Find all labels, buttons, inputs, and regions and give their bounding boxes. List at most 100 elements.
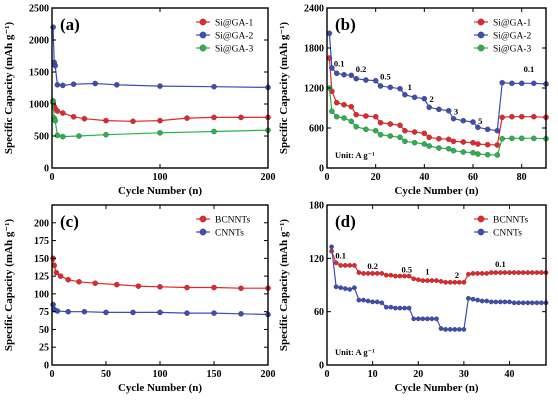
data-point xyxy=(383,304,389,310)
data-point xyxy=(370,299,375,305)
data-point xyxy=(383,272,389,278)
data-point xyxy=(333,260,339,266)
data-point xyxy=(502,270,508,275)
y-tick-label: 125 xyxy=(34,272,49,283)
data-point xyxy=(52,62,58,69)
data-point xyxy=(374,299,380,305)
series-Si@GA-1 xyxy=(50,99,271,125)
series-Si@GA-1 xyxy=(326,55,549,148)
x-tick-label: 20 xyxy=(371,172,381,183)
data-point xyxy=(493,299,499,305)
x-tick-label: 50 xyxy=(101,369,111,380)
data-point xyxy=(65,308,71,315)
y-tick-label: 2400 xyxy=(304,4,324,15)
series-BCNNTs xyxy=(329,248,549,285)
x-axis-label: Cycle Number (n) xyxy=(118,382,202,394)
data-point xyxy=(157,309,163,316)
data-point xyxy=(238,285,244,291)
data-point xyxy=(470,271,476,276)
y-tick-label: 0 xyxy=(319,361,324,372)
data-point xyxy=(342,286,348,291)
data-point xyxy=(509,135,515,142)
data-point xyxy=(488,299,494,305)
data-point xyxy=(57,273,64,279)
data-point xyxy=(238,114,244,121)
data-point xyxy=(509,113,515,120)
data-point xyxy=(443,327,448,332)
y-tick-label: 500 xyxy=(34,132,49,143)
data-point xyxy=(529,300,535,306)
data-point xyxy=(184,310,190,316)
data-point xyxy=(50,24,56,30)
rate-label: 2 xyxy=(455,270,459,280)
data-point xyxy=(211,310,217,316)
data-point xyxy=(411,139,418,146)
y-axis-label: Specific Capacity (mAh g⁻¹) xyxy=(3,22,15,155)
y-tick-label: 1800 xyxy=(304,44,324,55)
data-point xyxy=(450,138,457,145)
data-point xyxy=(470,119,476,125)
data-point xyxy=(411,276,417,282)
data-point xyxy=(460,117,467,124)
data-point xyxy=(211,128,217,135)
data-point xyxy=(356,270,362,275)
data-point xyxy=(65,276,71,283)
data-point xyxy=(377,119,384,126)
x-tick-label: 150 xyxy=(207,369,222,380)
data-point xyxy=(348,103,355,110)
x-tick-label: 20 xyxy=(413,369,423,380)
data-point xyxy=(388,304,394,310)
data-point xyxy=(387,121,394,127)
data-point xyxy=(443,279,448,285)
data-point xyxy=(447,327,453,332)
data-point xyxy=(534,300,540,306)
legend-marker xyxy=(477,44,485,52)
data-point xyxy=(509,80,515,87)
data-point xyxy=(470,296,476,302)
data-point xyxy=(415,277,421,283)
y-tick-label: 150 xyxy=(34,254,49,265)
series-Si@GA-2 xyxy=(50,24,271,91)
rate-label: 0.5 xyxy=(402,265,413,275)
data-point xyxy=(475,271,480,276)
data-point xyxy=(445,107,452,114)
data-point xyxy=(157,284,163,290)
series-Si@GA-3 xyxy=(326,85,549,158)
legend-label: CNNTs xyxy=(493,229,522,239)
data-point xyxy=(438,326,444,331)
data-point xyxy=(460,139,467,145)
data-point xyxy=(397,85,403,92)
data-point xyxy=(531,135,537,142)
data-point xyxy=(402,127,408,134)
legend: BCNNTs CNNTs xyxy=(474,216,529,239)
data-point xyxy=(393,305,398,311)
data-point xyxy=(329,108,335,115)
y-tick-label: 100 xyxy=(34,289,49,300)
data-point xyxy=(377,83,384,89)
y-tick-label: 1200 xyxy=(304,84,324,95)
y-tick-label: 2000 xyxy=(29,36,49,47)
data-point xyxy=(70,81,77,87)
y-tick-label: 0 xyxy=(44,164,49,175)
data-point xyxy=(211,114,217,121)
series-line xyxy=(331,250,546,283)
data-point xyxy=(402,91,408,98)
data-point xyxy=(498,299,503,305)
data-point xyxy=(421,95,428,102)
data-point xyxy=(470,139,476,146)
y-tick-label: 0 xyxy=(319,164,324,175)
data-point xyxy=(54,132,61,139)
data-point xyxy=(450,115,457,122)
data-point xyxy=(333,113,340,120)
legend-label: Si@GA-2 xyxy=(215,32,254,42)
y-tick-label: 180 xyxy=(309,201,324,212)
data-point xyxy=(342,263,348,268)
data-point xyxy=(516,270,521,275)
data-point xyxy=(374,271,380,276)
data-point xyxy=(388,272,394,278)
data-point xyxy=(130,118,136,125)
data-point xyxy=(484,298,490,304)
data-point xyxy=(211,284,217,291)
data-point xyxy=(429,316,435,322)
data-point xyxy=(402,138,408,145)
